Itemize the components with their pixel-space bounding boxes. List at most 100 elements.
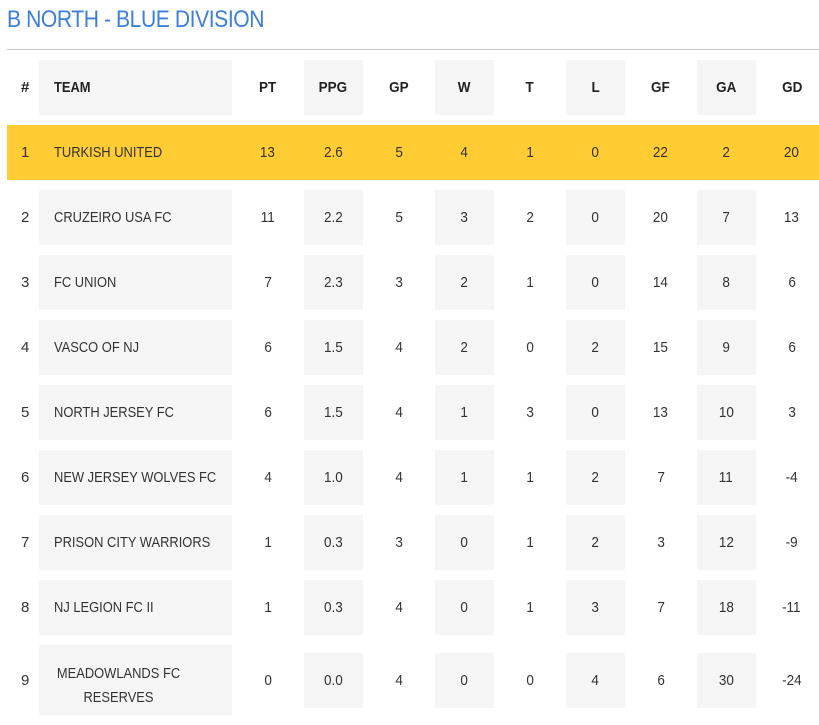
cell-gd: 13 (784, 209, 800, 226)
cell-gp: 4 (394, 599, 403, 616)
col-header-gf[interactable]: GF (651, 79, 671, 96)
cell-gp: 4 (394, 469, 403, 486)
col-header-rank[interactable]: # (21, 79, 30, 96)
cell-rank: 5 (21, 404, 30, 421)
cell-team[interactable]: PRISON CITY WARRIORS (39, 515, 235, 570)
cell-team[interactable]: NEW JERSEY WOLVES FC (39, 450, 235, 505)
cell-gd: 3 (787, 404, 796, 421)
cell-gf: 7 (656, 469, 665, 486)
division-title: B NORTH - BLUE DIVISION (7, 6, 265, 33)
cell-w: 4 (431, 125, 497, 180)
cell-t: 2 (525, 209, 534, 226)
cell-gp: 4 (394, 404, 403, 421)
cell-pt: 11 (260, 209, 275, 226)
cell-t: 3 (525, 404, 534, 421)
cell-t: 0 (525, 671, 534, 689)
cell-l: 4 (563, 645, 629, 715)
cell-rank: 8 (21, 599, 30, 616)
cell-gp: 4 (394, 671, 403, 689)
cell-t: 1 (525, 534, 534, 551)
cell-rank: 4 (21, 339, 30, 356)
col-header-gd[interactable]: GD (781, 79, 802, 96)
cell-gf: 15 (653, 339, 669, 356)
cell-team[interactable]: NJ LEGION FC II (39, 580, 235, 635)
cell-l: 2 (563, 515, 629, 570)
cell-w: 1 (432, 385, 498, 440)
cell-team[interactable]: CRUZEIRO USA FC (39, 190, 235, 245)
cell-l: 0 (563, 385, 629, 440)
table-row: 4 VASCO OF NJ 6 1.5 4 2 0 2 15 9 6 (7, 320, 819, 375)
cell-gd: -9 (785, 534, 798, 551)
cell-ga: 7 (694, 190, 760, 245)
cell-pt: 1 (263, 599, 272, 616)
cell-gp: 5 (394, 209, 403, 226)
cell-l: 2 (563, 320, 629, 375)
cell-gf: 13 (653, 404, 669, 421)
col-header-team[interactable]: TEAM (39, 60, 235, 115)
cell-gp: 3 (394, 534, 403, 551)
cell-gp: 5 (366, 125, 432, 180)
cell-t: 1 (497, 125, 563, 180)
cell-ga: 12 (694, 515, 760, 570)
cell-l: 0 (562, 125, 628, 180)
cell-pt: 1 (263, 534, 272, 551)
col-header-ppg[interactable]: PPG (301, 60, 367, 115)
col-header-gp[interactable]: GP (388, 79, 409, 96)
cell-team[interactable]: VASCO OF NJ (39, 320, 235, 375)
cell-gd: 20 (759, 125, 819, 180)
cell-team[interactable]: NORTH JERSEY FC (39, 385, 235, 440)
cell-w: 0 (432, 515, 498, 570)
cell-l: 0 (563, 255, 629, 310)
cell-l: 2 (563, 450, 629, 505)
cell-gd: -4 (785, 469, 798, 486)
cell-ppg: 0.3 (301, 580, 367, 635)
cell-rank: 3 (21, 274, 30, 291)
table-header-row: # TEAM PT PPG GP W T L GF GA GD (7, 60, 819, 115)
table-row: 3 FC UNION 7 2.3 3 2 1 0 14 8 6 (7, 255, 819, 310)
cell-pt: 6 (263, 404, 272, 421)
cell-w: 2 (432, 320, 498, 375)
cell-ga: 18 (694, 580, 760, 635)
cell-t: 1 (525, 469, 534, 486)
cell-gd: 6 (787, 339, 796, 356)
cell-ppg: 2.3 (301, 255, 367, 310)
table-row: 2 CRUZEIRO USA FC 11 2.2 5 3 2 0 20 7 13 (7, 190, 819, 245)
table-row: 5 NORTH JERSEY FC 6 1.5 4 1 3 0 13 10 3 (7, 385, 819, 440)
col-header-pt[interactable]: PT (259, 79, 277, 96)
cell-ga: 9 (694, 320, 760, 375)
cell-ppg: 0.3 (301, 515, 367, 570)
cell-w: 0 (432, 580, 498, 635)
cell-gd: -11 (782, 599, 802, 616)
col-header-ga[interactable]: GA (694, 60, 760, 115)
cell-gf: 14 (653, 274, 669, 291)
col-header-t[interactable]: T (525, 79, 534, 96)
col-header-l[interactable]: L (563, 60, 629, 115)
cell-gd: -24 (781, 671, 802, 689)
cell-pt: 0 (263, 671, 272, 689)
cell-ga: 2 (693, 125, 759, 180)
cell-pt: 13 (235, 125, 301, 180)
table-row: 7 PRISON CITY WARRIORS 1 0.3 3 0 1 2 3 1… (7, 515, 819, 570)
table-row: 9 MEADOWLANDS FC RESERVES 0 0.0 4 0 0 4 … (7, 645, 819, 715)
cell-ga: 30 (694, 645, 760, 715)
cell-pt: 4 (263, 469, 272, 486)
cell-gf: 22 (628, 125, 694, 180)
cell-ga: 10 (694, 385, 760, 440)
cell-gf: 3 (656, 534, 665, 551)
cell-w: 0 (432, 645, 498, 715)
cell-ppg: 0.0 (301, 645, 367, 715)
title-divider (7, 49, 819, 50)
standings-table: # TEAM PT PPG GP W T L GF GA GD 1 TURKIS… (7, 60, 819, 715)
cell-pt: 6 (263, 339, 272, 356)
cell-rank: 9 (21, 671, 30, 689)
cell-team[interactable]: FC UNION (39, 255, 235, 310)
col-header-w[interactable]: W (432, 60, 498, 115)
cell-team[interactable]: MEADOWLANDS FC RESERVES (39, 645, 235, 715)
cell-ppg: 1.5 (301, 385, 367, 440)
cell-gp: 3 (394, 274, 403, 291)
cell-gd: 6 (787, 274, 796, 291)
cell-ppg: 2.6 (300, 125, 366, 180)
cell-rank: 2 (21, 209, 30, 226)
cell-team[interactable]: TURKISH UNITED (39, 125, 235, 180)
table-row: 6 NEW JERSEY WOLVES FC 4 1.0 4 1 1 2 7 1… (7, 450, 819, 505)
